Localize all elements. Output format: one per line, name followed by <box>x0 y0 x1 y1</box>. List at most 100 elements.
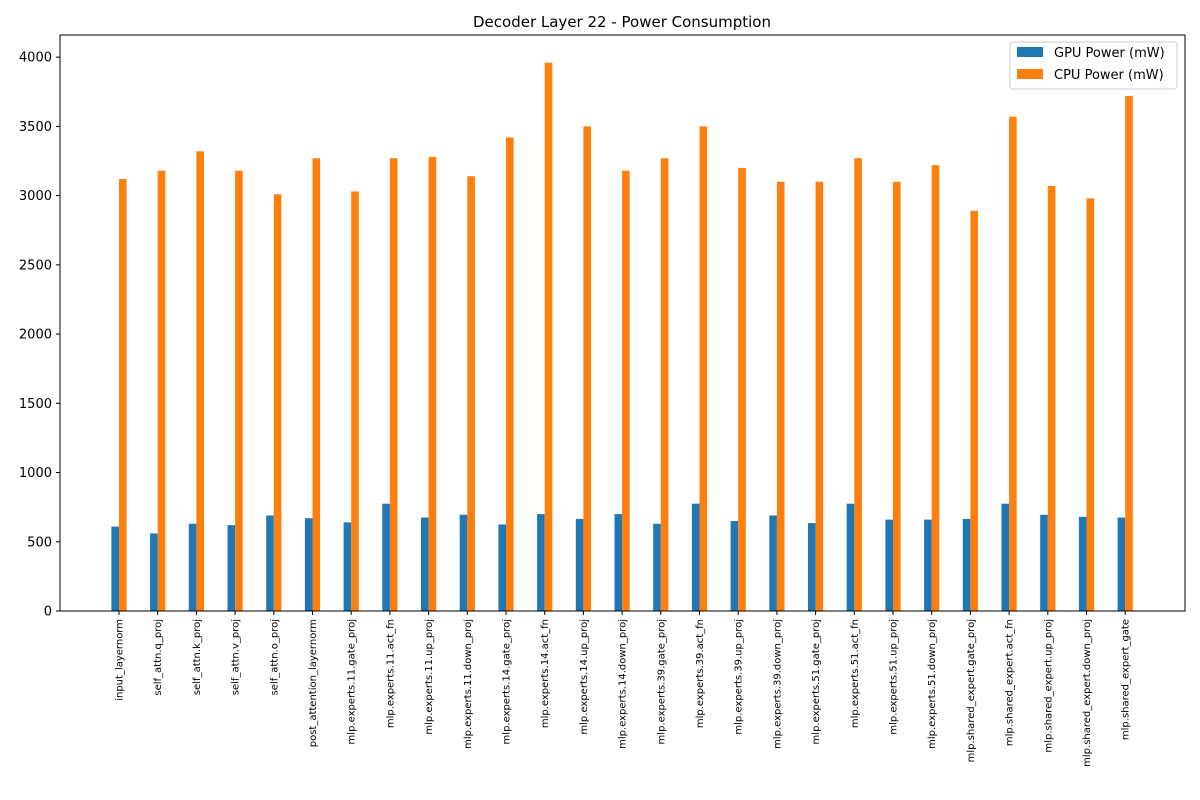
x-tick-label-4: self_attn.o_proj <box>269 619 280 695</box>
gpu-bar-14 <box>653 523 661 611</box>
x-tick-label-7: mlp.experts.11.act_fn <box>385 619 396 728</box>
gpu-bar-23 <box>1001 503 1010 611</box>
legend-swatch-gpu <box>1017 47 1043 57</box>
gpu-bar-24 <box>1040 514 1048 611</box>
cpu-bar-7 <box>389 158 398 612</box>
gpu-bar-0 <box>111 526 119 611</box>
x-tick-label-25: mlp.shared_expert.down_proj <box>1082 619 1093 767</box>
gpu-bar-12 <box>575 518 584 611</box>
gpu-bar-17 <box>769 515 777 611</box>
x-tick-label-24: mlp.shared_expert.up_proj <box>1043 619 1054 753</box>
x-tick-label-23: mlp.shared_expert.act_fn <box>1005 619 1016 746</box>
legend-label-gpu: GPU Power (mW) <box>1054 46 1165 61</box>
x-tick-label-22: mlp.shared_expert.gate_proj <box>966 619 977 762</box>
cpu-bar-21 <box>931 165 940 611</box>
x-tick-label-16: mlp.experts.39.up_proj <box>734 619 745 735</box>
cpu-bar-8 <box>428 156 437 611</box>
gpu-bar-3 <box>227 525 236 611</box>
gpu-bar-19 <box>846 503 855 611</box>
gpu-bar-13 <box>614 514 623 611</box>
y-tick-label-5: 2500 <box>19 258 52 273</box>
gpu-bar-15 <box>691 503 700 611</box>
x-tick-label-5: post_attention_layernorm <box>308 619 319 747</box>
gpu-bar-6 <box>343 522 352 611</box>
gpu-bar-10 <box>498 524 506 611</box>
cpu-bar-5 <box>312 158 321 612</box>
x-tick-label-1: self_attn.q_proj <box>153 619 164 696</box>
cpu-bar-1 <box>157 170 166 611</box>
cpu-bar-15 <box>699 126 708 611</box>
cpu-bar-24 <box>1047 185 1056 612</box>
cpu-bar-26 <box>1125 95 1133 612</box>
cpu-bar-3 <box>235 170 243 611</box>
legend: GPU Power (mW) CPU Power (mW) <box>1009 41 1178 90</box>
x-tick-label-8: mlp.experts.11.up_proj <box>424 619 435 735</box>
x-tick-label-17: mlp.experts.39.down_proj <box>772 619 783 749</box>
cpu-bar-0 <box>119 179 127 611</box>
y-tick-label-0: 0 <box>44 605 52 620</box>
x-tick-label-3: self_attn.v_proj <box>231 619 242 695</box>
gpu-bar-2 <box>188 523 197 611</box>
x-axis: input_layernorm self_attn.q_proj self_attn… <box>115 611 1132 767</box>
x-tick-label-9: mlp.experts.11.down_proj <box>463 619 474 749</box>
gpu-bar-22 <box>962 518 971 611</box>
x-tick-label-26: mlp.shared_expert_gate <box>1121 619 1132 740</box>
x-tick-label-0: input_layernorm <box>115 619 126 701</box>
x-tick-label-19: mlp.experts.51.act_fn <box>850 619 861 728</box>
y-tick-label-6: 3000 <box>19 189 52 204</box>
cpu-bar-20 <box>893 181 901 611</box>
cpu-bar-12 <box>583 126 591 611</box>
cpu-bar-19 <box>854 158 862 612</box>
cpu-bar-16 <box>738 167 746 612</box>
y-tick-label-4: 2000 <box>19 328 52 343</box>
plot-frame <box>59 34 1186 612</box>
gpu-bar-11 <box>537 514 545 611</box>
legend-label-cpu: CPU Power (mW) <box>1054 68 1164 83</box>
x-tick-label-15: mlp.experts.39.act_fn <box>695 619 706 728</box>
gpu-bar-21 <box>924 519 932 611</box>
x-tick-label-11: mlp.experts.14.act_fn <box>540 619 551 728</box>
cpu-bar-2 <box>196 151 204 611</box>
gpu-bar-7 <box>382 503 390 611</box>
gpu-bar-9 <box>459 514 468 611</box>
cpu-bar-10 <box>506 137 514 611</box>
x-tick-label-6: mlp.experts.11.gate_proj <box>347 619 358 744</box>
cpu-bar-4 <box>273 194 282 612</box>
cpu-bar-22 <box>970 210 978 611</box>
legend-box <box>1009 41 1178 90</box>
cpu-bar-23 <box>1009 116 1017 611</box>
gpu-bar-25 <box>1078 516 1087 611</box>
gpu-bar-26 <box>1117 517 1126 611</box>
x-tick-label-14: mlp.experts.39.gate_proj <box>656 619 667 744</box>
cpu-bar-17 <box>776 181 785 611</box>
cpu-bar-14 <box>660 158 669 612</box>
x-tick-label-20: mlp.experts.51.up_proj <box>889 619 900 735</box>
x-tick-label-18: mlp.experts.51.gate_proj <box>811 619 822 744</box>
cpu-bar-25 <box>1086 198 1095 611</box>
chart-title: Decoder Layer 22 - Power Consumption <box>473 13 771 31</box>
cpu-bar-11 <box>544 62 553 611</box>
x-tick-label-21: mlp.experts.51.down_proj <box>927 619 938 749</box>
gpu-bar-4 <box>266 515 274 611</box>
cpu-bar-13 <box>622 170 630 611</box>
cpu-bar-6 <box>351 191 359 611</box>
x-tick-label-12: mlp.experts.14.up_proj <box>579 619 590 735</box>
legend-swatch-cpu <box>1017 69 1043 79</box>
y-tick-label-7: 3500 <box>19 120 52 135</box>
x-tick-label-13: mlp.experts.14.down_proj <box>618 619 629 749</box>
x-tick-label-2: self_attn.k_proj <box>192 619 203 695</box>
y-tick-label-2: 1000 <box>19 466 52 481</box>
gpu-bar-20 <box>885 519 893 611</box>
gpu-bar-5 <box>304 518 313 611</box>
y-tick-label-8: 4000 <box>19 51 52 66</box>
y-axis: 0 500 1000 1500 2000 2500 3000 3500 4000 <box>19 51 60 620</box>
y-tick-label-1: 500 <box>27 535 52 550</box>
gpu-bar-8 <box>421 517 429 611</box>
bars-group <box>111 62 1133 612</box>
gpu-bar-16 <box>730 521 739 611</box>
cpu-bar-9 <box>467 176 475 612</box>
x-tick-label-10: mlp.experts.14.gate_proj <box>502 619 513 744</box>
gpu-bar-1 <box>150 533 158 611</box>
gpu-bar-18 <box>808 523 816 611</box>
